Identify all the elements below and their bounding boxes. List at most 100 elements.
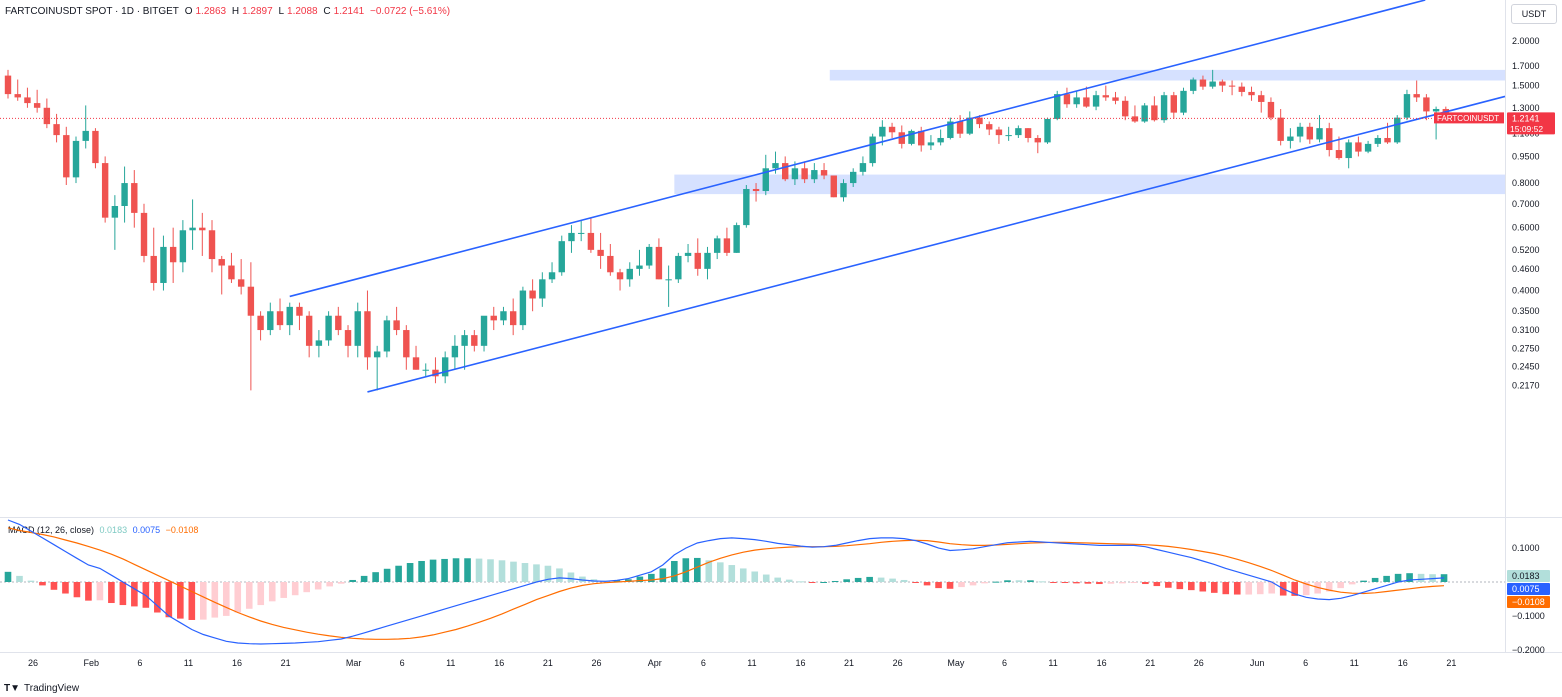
candle xyxy=(1102,85,1109,101)
candle-body xyxy=(927,142,935,146)
candle-body xyxy=(432,369,439,377)
candle-body xyxy=(1258,95,1265,102)
currency-button[interactable]: USDT xyxy=(1511,4,1557,24)
price-tag-value: 1.2141 xyxy=(1512,113,1540,123)
candle-body xyxy=(1102,95,1109,98)
candle xyxy=(1296,122,1304,143)
candle-body xyxy=(140,212,148,256)
macd-histogram-bar xyxy=(1073,582,1080,584)
candle xyxy=(1190,77,1197,95)
candle-body xyxy=(1151,105,1158,121)
channel-lower-trendline xyxy=(367,95,1506,393)
macd-histogram-bar xyxy=(728,565,736,582)
macd-tick-label: 0.1000 xyxy=(1512,543,1540,553)
candle-body xyxy=(782,163,789,180)
macd-histogram-bar xyxy=(969,582,977,586)
tradingview-logo-icon: T▼ xyxy=(4,683,21,694)
candle xyxy=(1316,115,1323,143)
candle-body xyxy=(859,163,867,172)
candle xyxy=(24,87,31,108)
candle-body xyxy=(150,255,157,283)
time-tick-label: 16 xyxy=(1097,658,1107,668)
candle-body xyxy=(1355,142,1362,152)
macd-histogram-bar xyxy=(1004,580,1011,582)
candle xyxy=(1024,128,1032,143)
close-label: C xyxy=(323,6,331,17)
macd-histogram-bar xyxy=(1348,582,1356,585)
candle xyxy=(607,244,614,276)
macd-histogram-bar xyxy=(923,582,931,586)
candle-body xyxy=(286,306,293,326)
price-tick-label: 1.3000 xyxy=(1512,103,1540,113)
candle-body xyxy=(1326,128,1333,151)
candle xyxy=(160,235,167,291)
candle xyxy=(218,255,225,295)
candle-body xyxy=(179,230,187,263)
candle-body xyxy=(879,126,886,137)
candle-body xyxy=(1190,79,1197,91)
candle xyxy=(684,244,692,263)
candle-body xyxy=(888,126,896,133)
candle-body xyxy=(24,97,31,104)
macd-histogram-bar xyxy=(992,581,1000,583)
candle xyxy=(626,262,633,287)
candle-body xyxy=(976,117,983,125)
candle xyxy=(568,225,575,253)
time-tick-label: 6 xyxy=(137,658,142,668)
macd-histogram-bar xyxy=(521,563,529,582)
macd-histogram-bar xyxy=(1165,582,1172,588)
candle-body xyxy=(1277,117,1284,141)
candle-body xyxy=(616,272,624,280)
change-value: −0.0722 (−5.61%) xyxy=(370,6,451,17)
macd-histogram-bar xyxy=(831,580,839,582)
candle-body xyxy=(315,340,323,346)
candle xyxy=(441,351,449,384)
candle-body xyxy=(529,290,536,299)
macd-histogram-bar xyxy=(165,582,173,618)
macd-histogram-bar xyxy=(337,582,345,584)
candle xyxy=(247,262,255,391)
candle-body xyxy=(296,306,303,316)
macd-histogram-bar xyxy=(900,579,908,582)
candle-body xyxy=(121,183,128,206)
candle xyxy=(92,128,99,169)
candle xyxy=(947,117,954,140)
candle-body xyxy=(199,227,206,231)
macd-value-tag xyxy=(1507,583,1550,595)
candle xyxy=(869,133,876,167)
channel-upper-trendline xyxy=(289,0,1426,298)
candle-body xyxy=(43,107,51,125)
candle xyxy=(296,302,303,331)
time-tick-label: Jun xyxy=(1250,658,1265,668)
macd-histogram-bar xyxy=(39,582,46,586)
candle-body xyxy=(441,357,449,377)
time-tick-label: Apr xyxy=(648,658,662,668)
candle xyxy=(616,268,624,291)
candle-body xyxy=(218,259,225,266)
macd-histogram-bar xyxy=(1371,577,1379,582)
time-tick-label: 26 xyxy=(591,658,601,668)
macd-legend[interactable]: MACD (12, 26, close) 0.0183 0.0075 −0.01… xyxy=(8,525,198,535)
candle-body xyxy=(1199,79,1207,87)
candle xyxy=(1151,96,1158,122)
candle xyxy=(830,175,837,198)
candle-body xyxy=(1432,108,1440,112)
candle xyxy=(140,203,148,263)
candle xyxy=(1122,96,1129,121)
candle xyxy=(208,220,216,273)
candle xyxy=(1092,90,1100,111)
candle xyxy=(1199,75,1207,90)
candle xyxy=(587,217,595,253)
macd-histogram-bar xyxy=(280,582,288,598)
macd-histogram-bar xyxy=(1291,582,1298,596)
time-tick-label: 26 xyxy=(893,658,903,668)
macd-histogram-bar xyxy=(200,582,207,620)
candle-body xyxy=(1267,101,1275,118)
price-tick-label: 0.7000 xyxy=(1512,199,1540,209)
candle xyxy=(63,126,70,186)
symbol-label[interactable]: FARTCOINUSDT SPOT · 1D · BITGET xyxy=(5,6,179,17)
macd-histogram-bar xyxy=(211,582,219,618)
candle xyxy=(286,302,293,336)
tradingview-logo[interactable]: T▼ TradingView xyxy=(4,683,79,694)
